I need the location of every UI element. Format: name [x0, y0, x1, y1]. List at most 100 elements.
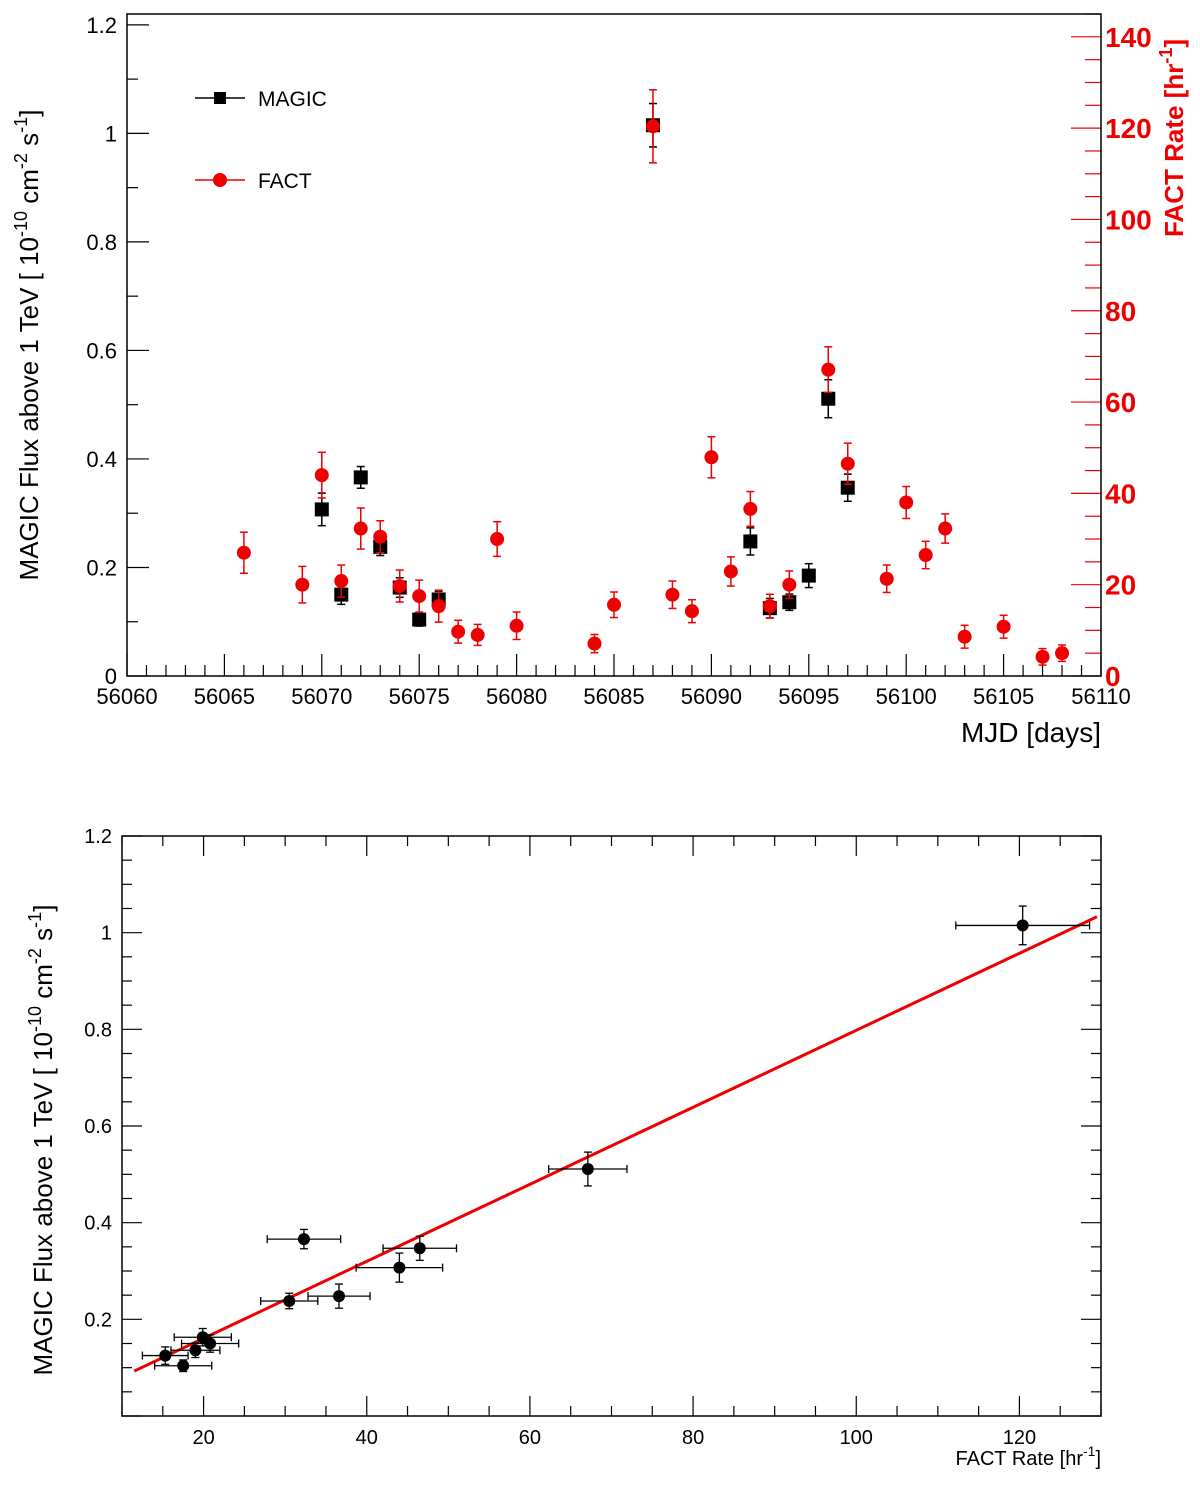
correlation-point [413, 1242, 426, 1255]
magic-point [412, 612, 427, 627]
correlation-point [1016, 919, 1029, 932]
top-y-tick-label: 1 [105, 121, 117, 146]
bottom-ylabel: MAGIC Flux above 1 TeV [ 10-10 cm-2 s-1] [25, 905, 58, 1376]
top-x-tick-label: 56080 [486, 684, 547, 709]
fact-point [1055, 646, 1070, 661]
bottom-x-tick-label: 80 [682, 1427, 704, 1449]
fact-point [587, 636, 602, 651]
fact-point [899, 495, 914, 510]
fact-point [412, 589, 427, 604]
fact-point [918, 548, 933, 563]
fact-point [431, 599, 446, 614]
top-y-right-tick-label: 140 [1105, 22, 1152, 53]
correlation-point [189, 1344, 202, 1357]
top-y-tick-label: 0.6 [86, 338, 117, 363]
bottom-y-tick-label: 0.2 [84, 1309, 112, 1331]
correlation-point [283, 1294, 296, 1307]
fact-point [236, 545, 251, 560]
correlation-point [297, 1233, 310, 1246]
fact-point [373, 529, 388, 544]
bottom-xlabel: FACT Rate [hr-1] [956, 1443, 1101, 1470]
fact-point [762, 599, 777, 614]
correlation-frame [121, 835, 1102, 1417]
legend-fact-marker [213, 173, 227, 187]
top-y-right-tick-label: 60 [1105, 387, 1136, 418]
bottom-x-tick-label: 100 [840, 1427, 873, 1449]
top-x-tick-label: 56060 [96, 684, 157, 709]
top-y-right-tick-label: 40 [1105, 478, 1136, 509]
bottom-y-tick-label: 0.8 [84, 1019, 112, 1041]
top-x-tick-label: 56070 [291, 684, 352, 709]
correlation-point [159, 1349, 172, 1362]
top-y-tick-label: 1.2 [86, 13, 117, 38]
legend-magic-label: MAGIC [258, 88, 327, 111]
fit-line [133, 915, 1098, 1373]
bottom-x-tick-label: 40 [356, 1427, 378, 1449]
bottom-x-tick-label: 20 [192, 1427, 214, 1449]
top-x-tick-label: 56090 [681, 684, 742, 709]
fact-point [353, 521, 368, 536]
light-curve-panel: 56060 56065 56070 56075 56080 56085 56090 56095… [11, 13, 1189, 748]
bottom-y-tick-label: 0.6 [84, 1116, 112, 1138]
magic-point [801, 568, 816, 583]
fact-point [314, 468, 329, 483]
fact-point [470, 627, 485, 642]
fact-point [996, 619, 1011, 634]
correlation-point [333, 1290, 346, 1303]
fact-point [451, 624, 466, 639]
fact-point [938, 521, 953, 536]
fact-point [645, 119, 660, 134]
correlation-point [581, 1163, 594, 1176]
correlation-point [177, 1359, 190, 1372]
top-x-tick-label: 56105 [973, 684, 1034, 709]
magic-point [821, 391, 836, 406]
fact-point [879, 571, 894, 586]
magic-point [353, 470, 368, 485]
top-x-tick-label: 56110 [1071, 684, 1131, 709]
fact-point [295, 577, 310, 592]
fact-point [957, 629, 972, 644]
top-y-tick-label: 0.2 [86, 555, 117, 580]
fact-point [821, 362, 836, 377]
legend: MAGIC FACT [195, 88, 327, 193]
bottom-x-tick-label: 60 [519, 1427, 541, 1449]
top-x-tick-label: 56085 [583, 684, 644, 709]
bottom-y-tick-label: 1 [101, 923, 112, 945]
fact-point [509, 618, 524, 633]
top-x-tick-label: 56100 [876, 684, 937, 709]
fact-point [607, 597, 621, 612]
top-xlabel: MJD [days] [961, 717, 1101, 748]
top-y-right-tick-label: 80 [1105, 296, 1136, 327]
legend-magic-marker [214, 92, 226, 104]
fact-point [743, 501, 758, 516]
top-y-tick-label: 0 [105, 664, 117, 689]
bottom-y-tick-label: 1.2 [84, 826, 112, 848]
legend-fact-label: FACT [258, 170, 312, 193]
top-x-tick-label: 56075 [389, 684, 450, 709]
top-y-right-tick-label: 20 [1105, 570, 1136, 601]
bottom-y-tick-label: 0.4 [84, 1213, 112, 1235]
top-y-right-tick-label: 120 [1105, 113, 1152, 144]
fact-point [490, 532, 505, 547]
fact-point [684, 604, 699, 619]
top-y-tick-label: 0.8 [86, 230, 117, 255]
fact-point [782, 577, 797, 592]
fact-point [723, 564, 738, 579]
magic-point [314, 502, 329, 517]
fact-point [1035, 649, 1050, 664]
correlation-panel: 20 40 60 80 100 120 0.2 0.4 0.6 0.8 1 1.2 FACT Rate… [25, 826, 1102, 1470]
fact-point [392, 579, 407, 594]
top-y-right-tick-label: 100 [1105, 204, 1152, 235]
top-x-tick-label: 56065 [194, 684, 255, 709]
correlation-point [196, 1331, 209, 1344]
magic-point [743, 534, 758, 549]
top-x-tick-label: 56095 [778, 684, 839, 709]
top-ylabel-right: FACT Rate [hr-1] [1156, 39, 1189, 237]
bottom-x-tick-label: 120 [1003, 1427, 1036, 1449]
fact-point [334, 574, 349, 589]
correlation-point [393, 1261, 406, 1274]
fact-point [704, 450, 719, 465]
fact-point [840, 456, 855, 471]
fact-point [665, 587, 680, 602]
